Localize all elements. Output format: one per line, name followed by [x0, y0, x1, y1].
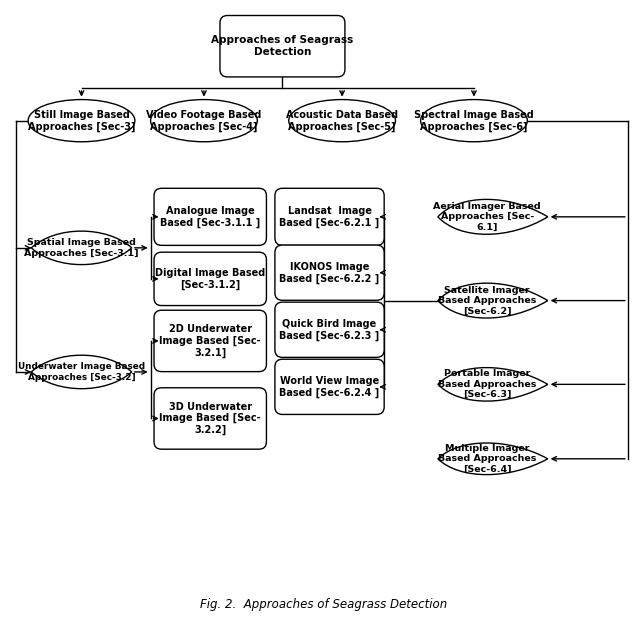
Text: Spatial Image Based
Approaches [Sec-3.1]: Spatial Image Based Approaches [Sec-3.1] — [24, 238, 139, 257]
Text: Quick Bird Image
Based [Sec-6.2.3 ]: Quick Bird Image Based [Sec-6.2.3 ] — [280, 319, 380, 341]
Text: 2D Underwater
Image Based [Sec-
3.2.1]: 2D Underwater Image Based [Sec- 3.2.1] — [159, 324, 261, 358]
PathPatch shape — [31, 355, 132, 389]
Text: Spectral Image Based
Approaches [Sec-6]: Spectral Image Based Approaches [Sec-6] — [414, 110, 534, 131]
Text: World View Image
Based [Sec-6.2.4 ]: World View Image Based [Sec-6.2.4 ] — [280, 376, 380, 398]
FancyBboxPatch shape — [154, 252, 266, 305]
Text: Multiple Imager
Based Approaches
[Sec-6.4]: Multiple Imager Based Approaches [Sec-6.… — [438, 444, 536, 474]
Text: Satellite Imager
Based Approaches
[Sec-6.2]: Satellite Imager Based Approaches [Sec-6… — [438, 285, 536, 316]
PathPatch shape — [31, 231, 132, 265]
FancyBboxPatch shape — [220, 16, 345, 77]
FancyBboxPatch shape — [275, 245, 384, 300]
Text: Landsat  Image
Based [Sec-6.2.1 ]: Landsat Image Based [Sec-6.2.1 ] — [280, 206, 380, 228]
Text: Video Footage Based
Approaches [Sec-4]: Video Footage Based Approaches [Sec-4] — [147, 110, 262, 131]
FancyBboxPatch shape — [275, 359, 384, 414]
PathPatch shape — [438, 283, 548, 318]
Ellipse shape — [28, 100, 135, 141]
FancyBboxPatch shape — [154, 188, 266, 245]
Text: Digital Image Based
[Sec-3.1.2]: Digital Image Based [Sec-3.1.2] — [155, 268, 266, 290]
FancyBboxPatch shape — [154, 310, 266, 372]
FancyBboxPatch shape — [275, 302, 384, 357]
Text: Portable Imager
Based Approaches
[Sec-6.3]: Portable Imager Based Approaches [Sec-6.… — [438, 369, 536, 399]
Ellipse shape — [420, 100, 527, 141]
Text: Still Image Based
Approaches [Sec-3]: Still Image Based Approaches [Sec-3] — [28, 110, 135, 131]
PathPatch shape — [438, 367, 548, 401]
FancyBboxPatch shape — [275, 188, 384, 245]
FancyBboxPatch shape — [154, 387, 266, 449]
Text: Aerial Imager Based
Approaches [Sec-
6.1]: Aerial Imager Based Approaches [Sec- 6.1… — [433, 202, 541, 232]
Ellipse shape — [289, 100, 396, 141]
PathPatch shape — [438, 200, 548, 234]
Text: 3D Underwater
Image Based [Sec-
3.2.2]: 3D Underwater Image Based [Sec- 3.2.2] — [159, 402, 261, 435]
Text: IKONOS Image
Based [Sec-6.2.2 ]: IKONOS Image Based [Sec-6.2.2 ] — [280, 262, 380, 284]
Text: Approaches of Seagrass
Detection: Approaches of Seagrass Detection — [211, 36, 353, 57]
Text: Fig. 2.  Approaches of Seagrass Detection: Fig. 2. Approaches of Seagrass Detection — [200, 598, 447, 611]
Ellipse shape — [150, 100, 257, 141]
Text: Analogue Image
Based [Sec-3.1.1 ]: Analogue Image Based [Sec-3.1.1 ] — [160, 206, 260, 228]
Text: Underwater Image Based
Approaches [Sec-3.2]: Underwater Image Based Approaches [Sec-3… — [18, 362, 145, 382]
Text: Acoustic Data Based
Approaches [Sec-5]: Acoustic Data Based Approaches [Sec-5] — [286, 110, 398, 131]
PathPatch shape — [438, 443, 548, 475]
